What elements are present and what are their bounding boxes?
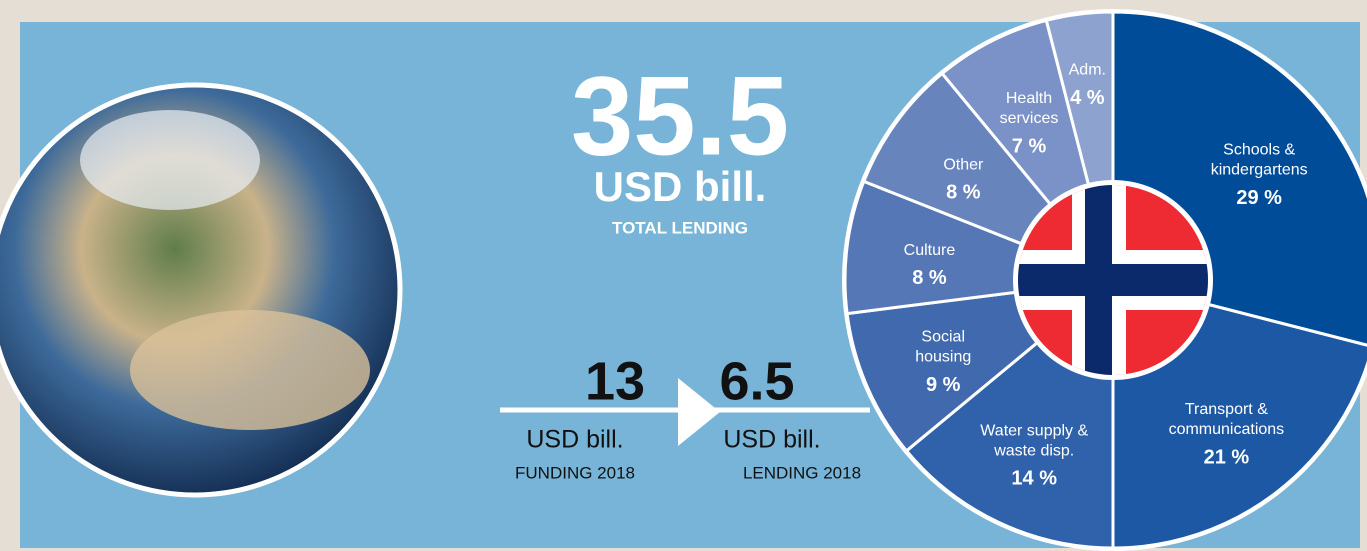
total-unit: USD bill. [594,163,767,210]
desert [130,310,370,430]
slice-label: Adm. [1069,62,1106,79]
slice-value: 14 % [1011,468,1057,490]
slice-value: 8 % [946,182,981,204]
funding-unit: USD bill. [526,426,623,454]
lending-value: 6.5 [719,351,794,411]
page: {"summary":{"total":{"value":35.5,"unit"… [0,0,1367,551]
flag-blue-h [1010,264,1220,296]
total-value: 35.5 [571,54,789,179]
infographic: 35.5 USD bill. TOTAL LENDING 13 USD bill… [0,0,1367,551]
slice-label: Other [943,156,984,173]
slice-value: 29 % [1236,187,1282,209]
cloud [80,110,260,210]
slice-value: 4 % [1070,87,1105,109]
slice-value: 8 % [912,267,947,289]
slice-value: 7 % [1012,135,1047,157]
lending-unit: USD bill. [723,426,820,454]
funding-value: 13 [585,351,645,411]
lending-label: LENDING 2018 [743,463,861,482]
funding-label: FUNDING 2018 [515,463,635,482]
slice-value: 9 % [926,374,961,396]
total-label: TOTAL LENDING [612,218,748,237]
slice-value: 21 % [1204,446,1250,468]
slice-label: Culture [904,242,956,259]
